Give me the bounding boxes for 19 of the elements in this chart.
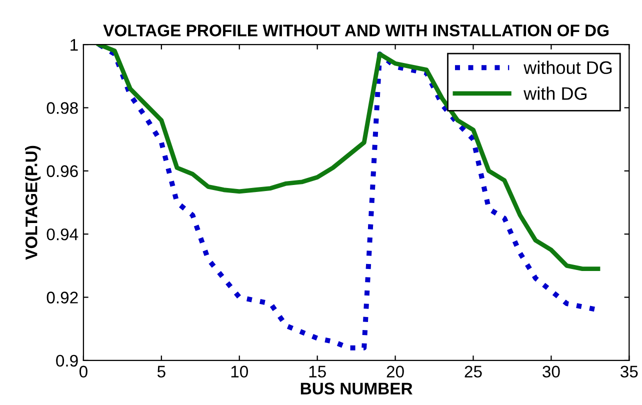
chart-title: VOLTAGE PROFILE WITHOUT AND WITH INSTALLATION OF DG [103,24,609,36]
legend-label: with DG [524,86,586,100]
y-tick-label: 0.98 [46,102,78,114]
y-tick-label: 0.96 [46,165,78,178]
x-tick-label: 0 [79,366,88,378]
x-axis-title: BUS NUMBER [300,382,412,394]
x-tick-label: 35 [620,366,638,378]
x-tick-label: 10 [231,366,248,378]
y-tick-label: 0.92 [46,292,78,304]
x-tick-label: 15 [309,366,326,378]
x-tick-label: 30 [542,366,560,378]
y-tick-label: 1 [70,39,78,51]
y-tick-label: 0.94 [46,228,78,240]
y-axis-title: VOLTAGE(P.U) [25,146,41,260]
x-tick-label: 20 [386,366,404,378]
legend-label: without DG [524,60,612,74]
x-tick-label: 25 [464,366,482,378]
y-tick-label: 0.9 [56,354,78,367]
x-tick-label: 5 [157,366,166,378]
